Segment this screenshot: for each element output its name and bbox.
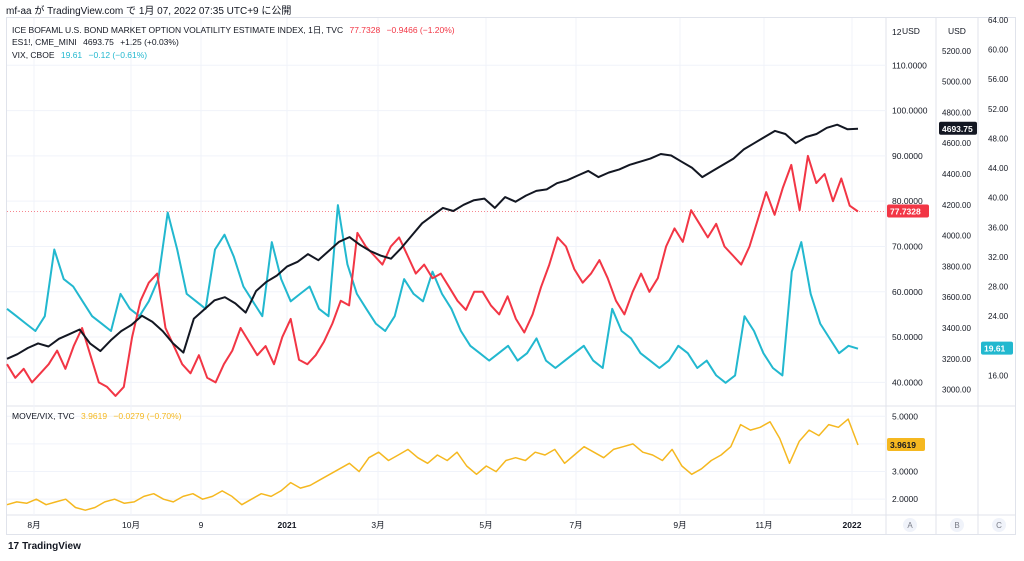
es-last-value-badge-text: 4693.75 — [942, 124, 973, 134]
legend-ratio-value: 3.9619 — [81, 411, 108, 421]
axis-b-unit: USD — [948, 26, 966, 36]
move-last-value-badge-text: 77.7328 — [890, 206, 921, 216]
axis-c-tick-label: 60.00 — [988, 46, 1009, 55]
legend-es-change: +1.25 (+0.03%) — [120, 37, 179, 47]
legend-move-label: ICE BOFAML U.S. BOND MARKET OPTION VOLAT… — [12, 25, 344, 35]
ratio-last-value-badge-text: 3.9619 — [890, 440, 916, 450]
es-last-value-badge — [939, 121, 977, 135]
x-tick-label: 9月 — [673, 520, 686, 530]
axis-b-tick-label: 4400.00 — [942, 170, 971, 179]
x-tick-label: 8月 — [27, 520, 40, 530]
legend-move-value: 77.7328 — [349, 25, 381, 35]
x-tick-label: 2022 — [843, 520, 862, 530]
legend-move-change: −0.9466 (−1.20%) — [386, 25, 455, 35]
axis-b-tick-label: 3000.00 — [942, 386, 971, 395]
axis-a-tick-label: 100.0000 — [892, 106, 928, 116]
ratio-series-line — [6, 418, 859, 511]
axis-a-tick-label: 60.0000 — [892, 287, 923, 297]
axis-b-tick-label: 3400.00 — [942, 324, 971, 333]
axis-b-tick-label: 3600.00 — [942, 293, 971, 302]
move-last-value-badge — [887, 204, 929, 218]
legend-vix-label: VIX, CBOE — [12, 50, 55, 60]
axis-lower-tick-label: 2.0000 — [892, 494, 918, 504]
move-series-line — [6, 154, 859, 397]
axis-lower-tick-label: 5.0000 — [892, 411, 918, 421]
axis-a-tick-label: 70.0000 — [892, 241, 923, 251]
scale-button-c[interactable] — [992, 518, 1006, 532]
x-tick-label: 11月 — [755, 520, 772, 530]
axis-b-tick-label: 4000.00 — [942, 232, 971, 241]
axis-b-tick-label: 5200.00 — [942, 47, 971, 56]
axis-a-tick-label: 50.0000 — [892, 332, 923, 342]
x-tick-label: 5月 — [479, 520, 492, 530]
axis-c-tick-label: 64.00 — [988, 16, 1009, 25]
axis-b-tick-label: 4200.00 — [942, 201, 971, 210]
ratio-last-value-badge — [887, 437, 925, 451]
axis-lower-tick-label: 3.0000 — [892, 467, 918, 477]
axis-c-tick-label: 48.00 — [988, 134, 1009, 143]
axis-b-tick-label: 4600.00 — [942, 139, 971, 148]
scale-button-label: C — [996, 521, 1002, 530]
legend-ratio-change: −0.0279 (−0.70%) — [113, 411, 182, 421]
legend-es: ES1!, CME_MINI 4693.75 +1.25 (+0.03%) — [12, 37, 183, 47]
tradingview-logo-icon: 17 — [8, 541, 20, 552]
axis-c-tick-label: 44.00 — [988, 164, 1009, 173]
axis-c-tick-label: 16.00 — [988, 371, 1009, 380]
axis-a-tick-label: 90.0000 — [892, 151, 923, 161]
axis-a-tick-label: 110.0000 — [892, 60, 927, 70]
axis-b-tick-label: 4800.00 — [942, 108, 971, 117]
axis-a-unit: USD — [902, 26, 920, 36]
legend-ratio: MOVE/VIX, TVC 3.9619 −0.0279 (−0.70%) — [12, 411, 185, 421]
axis-c-tick-label: 52.00 — [988, 105, 1009, 114]
axis-c-tick-label: 28.00 — [988, 283, 1009, 292]
legend-vix-value: 19.61 — [60, 50, 83, 60]
vix-series-line — [6, 204, 859, 384]
axis-a-tick-label: 40.0000 — [892, 377, 923, 387]
axis-b-tick-label: 3200.00 — [942, 355, 971, 364]
scale-button-a[interactable] — [903, 518, 917, 532]
legend-vix: VIX, CBOE 19.61 −0.12 (−0.61%) — [12, 50, 151, 60]
axis-c-tick-label: 32.00 — [988, 253, 1009, 262]
vix-last-value-badge-text: 19.61 — [984, 344, 1006, 354]
publish-info: mf-aa が TradingView.com で 1月 07, 2022 07… — [6, 6, 292, 17]
legend-move: ICE BOFAML U.S. BOND MARKET OPTION VOLAT… — [12, 24, 459, 36]
es-series-line — [6, 123, 859, 360]
scale-button-label: A — [907, 521, 913, 530]
legend-es-value: 4693.75 — [83, 37, 114, 47]
x-tick-label: 9 — [199, 520, 204, 530]
x-tick-label: 7月 — [569, 520, 582, 530]
tradingview-brand[interactable]: 17 TradingView — [8, 541, 81, 552]
axis-c-tick-label: 40.00 — [988, 194, 1009, 203]
x-tick-label: 3月 — [371, 520, 384, 530]
brand-text: TradingView — [22, 541, 81, 552]
axis-b-tick-label: 3800.00 — [942, 262, 971, 271]
legend-ratio-label: MOVE/VIX, TVC — [12, 411, 75, 421]
scale-button-label: B — [954, 521, 959, 530]
axis-b-tick-label: 5000.00 — [942, 78, 971, 87]
vix-last-value-badge — [981, 341, 1013, 355]
axis-c-tick-label: 24.00 — [988, 312, 1009, 321]
x-tick-label: 10月 — [122, 520, 140, 530]
legend-vix-change: −0.12 (−0.61%) — [88, 50, 148, 60]
axis-c-tick-label: 36.00 — [988, 223, 1009, 232]
axis-a-tick-label: 80.0000 — [892, 196, 923, 206]
legend-es-label: ES1!, CME_MINI — [12, 37, 77, 47]
chart-frame — [6, 17, 1016, 535]
axis-a-partial-tick: 12 — [892, 27, 902, 37]
axis-c-tick-label: 56.00 — [988, 75, 1009, 84]
scale-button-b[interactable] — [950, 518, 964, 532]
x-tick-label: 2021 — [278, 520, 297, 530]
